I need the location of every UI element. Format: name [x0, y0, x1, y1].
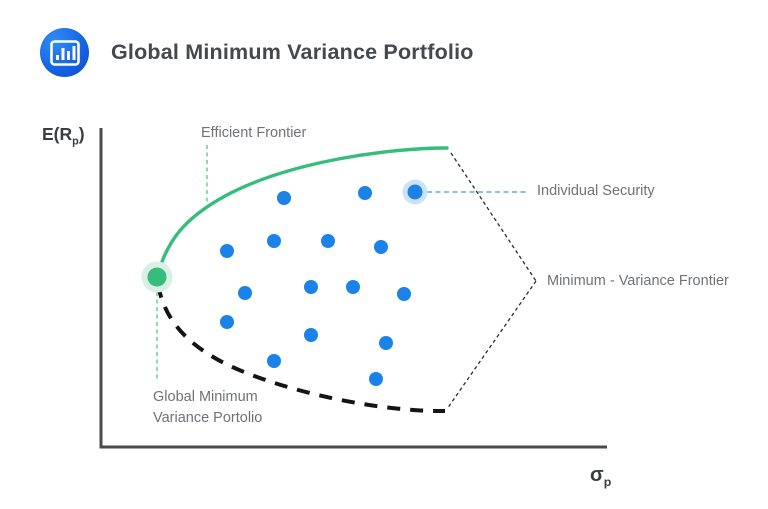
header: Global Minimum Variance Portfolio: [40, 28, 474, 77]
scatter-point: [374, 240, 388, 254]
scatter-point: [304, 328, 318, 342]
scatter-point: [358, 186, 372, 200]
logo: [40, 28, 89, 77]
page-title: Global Minimum Variance Portfolio: [111, 40, 474, 64]
scatter-point: [267, 354, 281, 368]
scatter-points: [220, 186, 411, 386]
gmv-dot: [147, 267, 167, 287]
scatter-point: [369, 372, 383, 386]
scatter-point: [304, 280, 318, 294]
y-axis-label: E(Rp): [42, 124, 85, 148]
gmv-label-line2: Variance Portolio: [153, 410, 263, 426]
efficient-frontier-label: Efficient Frontier: [201, 125, 307, 141]
gmv-point: [141, 261, 173, 293]
x-axis-label: σp: [590, 464, 612, 489]
frontier-bracket-top: [450, 152, 537, 282]
scatter-point: [267, 234, 281, 248]
individual-security-dot: [407, 184, 423, 200]
scatter-point: [397, 287, 411, 301]
axes: [99, 128, 607, 449]
efficient-frontier-curve: [155, 146, 449, 279]
minimum-variance-frontier-lower-curve: [156, 284, 446, 414]
scatter-point: [277, 191, 291, 205]
bar-chart-icon: [49, 39, 80, 66]
scatter-point: [321, 234, 335, 248]
scatter-point: [238, 286, 252, 300]
minimum-variance-frontier-label: Minimum - Variance Frontier: [547, 273, 729, 289]
scatter-point: [220, 244, 234, 258]
scatter-point: [379, 336, 393, 350]
individual-security-point: [402, 179, 428, 205]
frontier-bracket-bottom: [446, 280, 537, 410]
gmv-label-line1: Global Minimum: [153, 389, 258, 405]
gmv-portfolio-label: Global Minimum Variance Portolio: [153, 387, 283, 429]
scatter-point: [346, 280, 360, 294]
scatter-point: [220, 315, 234, 329]
individual-security-label: Individual Security: [537, 183, 655, 199]
